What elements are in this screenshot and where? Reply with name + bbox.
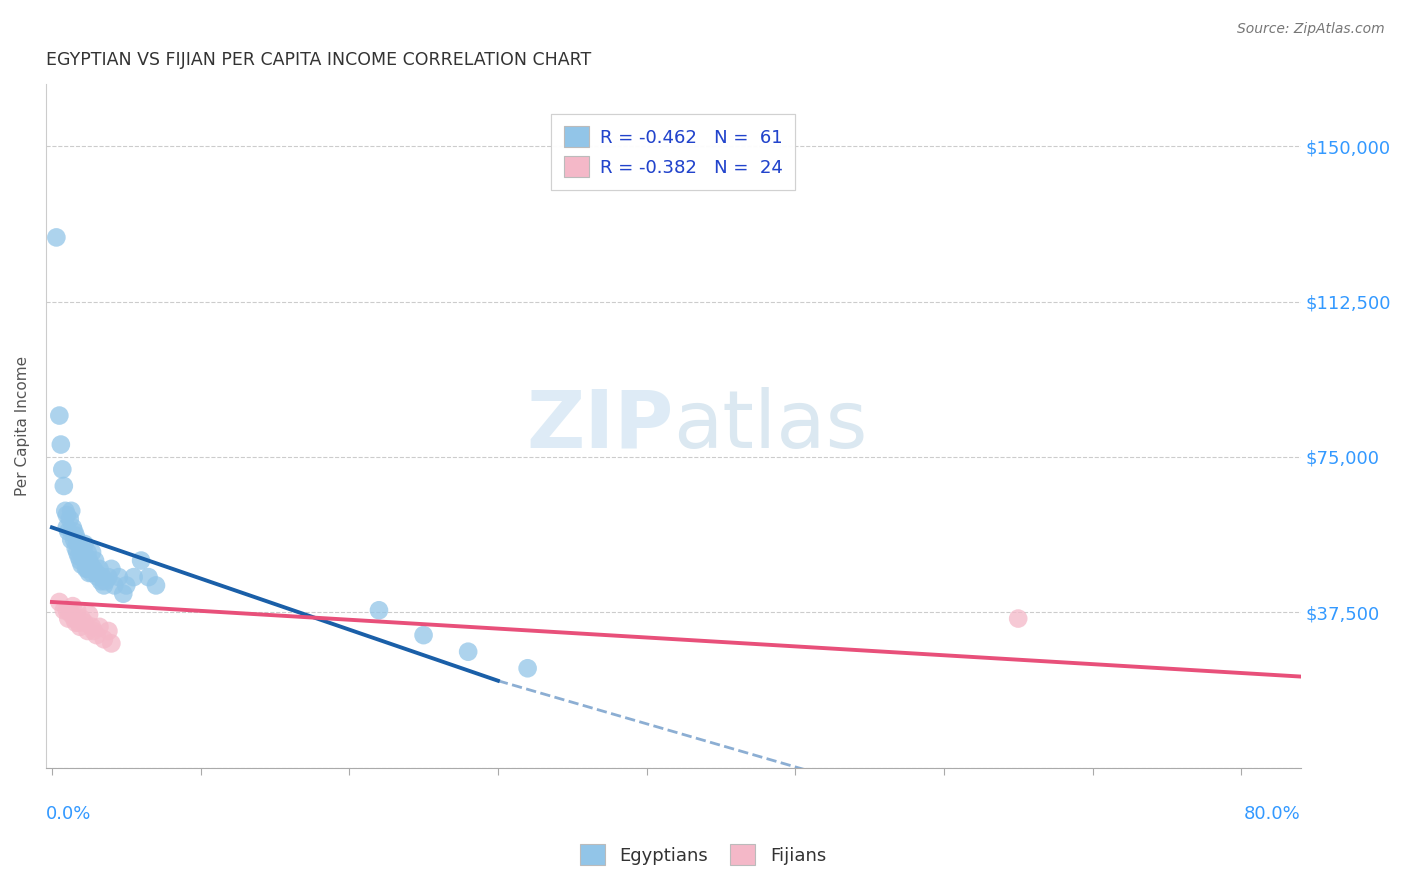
Point (60, 607, 83, 622)
Point (67, 537, 90, 551)
Text: ZIP: ZIP (526, 387, 673, 465)
Point (51, 462, 73, 476)
Point (94, 574, 117, 589)
Point (83, 562, 105, 576)
Point (87, 570, 110, 584)
Point (58, 611, 80, 625)
Point (69, 553, 91, 567)
Point (76, 562, 98, 576)
Point (77, 553, 100, 567)
Point (53, 504, 76, 518)
Point (112, 587, 135, 601)
Text: atlas: atlas (673, 387, 868, 465)
Point (73, 615, 96, 630)
Point (66, 603, 89, 617)
Point (52, 479, 75, 493)
Point (75, 562, 97, 576)
Point (69, 541, 91, 555)
Text: 80.0%: 80.0% (1244, 805, 1301, 823)
Point (97, 624, 120, 638)
Point (100, 636, 122, 650)
Point (100, 562, 122, 576)
Point (49, 437, 72, 451)
Point (62, 599, 84, 614)
Point (66, 533, 89, 547)
Point (86, 566, 108, 580)
Point (80, 566, 103, 580)
Point (55, 520, 77, 534)
Point (93, 578, 115, 592)
Point (79, 558, 101, 572)
Point (62, 520, 84, 534)
Y-axis label: Per Capita Income: Per Capita Income (15, 356, 30, 496)
Point (368, 603, 391, 617)
Point (60, 533, 83, 547)
Point (89, 562, 111, 576)
Point (48, 595, 70, 609)
Point (55, 508, 77, 522)
Point (45, 230, 67, 244)
Point (63, 533, 86, 547)
Point (77, 607, 100, 622)
Point (76, 624, 98, 638)
Point (65, 541, 87, 555)
Point (52, 603, 75, 617)
Point (58, 524, 80, 539)
Point (412, 628, 434, 642)
Point (77, 566, 100, 580)
Point (89, 620, 111, 634)
Point (73, 553, 96, 567)
Point (108, 570, 131, 584)
Legend: R = -0.462   N =  61, R = -0.382   N =  24: R = -0.462 N = 61, R = -0.382 N = 24 (551, 113, 796, 190)
Point (129, 553, 152, 567)
Point (70, 558, 93, 572)
Point (63, 524, 86, 539)
Point (80, 545, 103, 559)
Point (75, 549, 97, 564)
Point (48, 409, 70, 423)
Point (72, 549, 94, 564)
Point (59, 512, 82, 526)
Text: Source: ZipAtlas.com: Source: ZipAtlas.com (1237, 22, 1385, 37)
Point (80, 620, 103, 634)
Point (103, 578, 125, 592)
Point (76, 545, 98, 559)
Legend: Egyptians, Fijians: Egyptians, Fijians (569, 833, 837, 876)
Point (84, 553, 107, 567)
Point (138, 570, 160, 584)
Text: 0.0%: 0.0% (46, 805, 91, 823)
Point (93, 632, 115, 647)
Point (1007, 611, 1029, 625)
Point (90, 574, 112, 589)
Point (59, 603, 82, 617)
Point (457, 645, 479, 659)
Point (122, 570, 145, 584)
Point (65, 615, 87, 630)
Point (145, 578, 167, 592)
Point (67, 615, 90, 630)
Point (55, 603, 77, 617)
Point (115, 578, 138, 592)
Point (67, 549, 90, 564)
Point (65, 529, 87, 543)
Point (83, 624, 105, 638)
Text: EGYPTIAN VS FIJIAN PER CAPITA INCOME CORRELATION CHART: EGYPTIAN VS FIJIAN PER CAPITA INCOME COR… (46, 51, 591, 69)
Point (97, 570, 120, 584)
Point (73, 537, 96, 551)
Point (66, 545, 89, 559)
Point (70, 611, 93, 625)
Point (70, 545, 93, 559)
Point (86, 628, 108, 642)
Point (91, 570, 114, 584)
Point (72, 541, 94, 555)
Point (69, 620, 91, 634)
Point (60, 504, 83, 518)
Point (63, 611, 86, 625)
Point (516, 661, 538, 675)
